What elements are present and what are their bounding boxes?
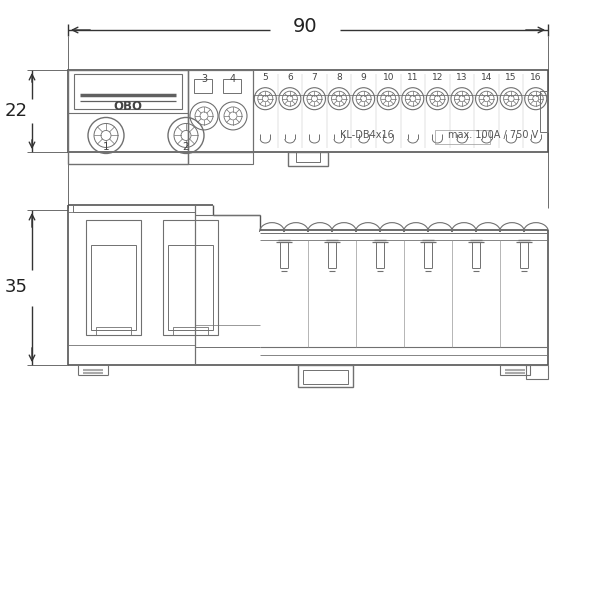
- Text: 1: 1: [103, 142, 109, 152]
- Text: 15: 15: [505, 73, 517, 82]
- Text: 3: 3: [201, 74, 207, 84]
- Bar: [96, 327, 131, 335]
- Text: 2: 2: [182, 142, 190, 152]
- Bar: [298, 365, 353, 387]
- Bar: [173, 327, 208, 335]
- Text: 9: 9: [361, 73, 367, 82]
- Bar: [526, 365, 548, 379]
- Bar: [303, 370, 348, 384]
- Text: 7: 7: [311, 73, 317, 82]
- Text: 35: 35: [5, 278, 28, 296]
- Text: OBO: OBO: [113, 100, 143, 113]
- Bar: [500, 365, 530, 375]
- Text: 16: 16: [530, 73, 541, 82]
- Text: 6: 6: [287, 73, 293, 82]
- Text: 11: 11: [407, 73, 419, 82]
- Text: max. 100A / 750 V: max. 100A / 750 V: [448, 130, 538, 140]
- Bar: [223, 79, 241, 93]
- Text: 12: 12: [431, 73, 443, 82]
- Text: 90: 90: [293, 16, 317, 35]
- Text: KL-DB4x16: KL-DB4x16: [340, 130, 394, 140]
- Bar: [296, 152, 320, 162]
- Text: 4: 4: [230, 74, 236, 84]
- Bar: [194, 79, 212, 93]
- Bar: [91, 245, 136, 330]
- Bar: [435, 130, 490, 144]
- Text: 10: 10: [382, 73, 394, 82]
- Bar: [288, 152, 328, 166]
- Text: 5: 5: [262, 73, 268, 82]
- Bar: [68, 70, 188, 164]
- Bar: [168, 245, 213, 330]
- Bar: [68, 70, 548, 152]
- Text: 8: 8: [336, 73, 342, 82]
- Bar: [163, 220, 218, 335]
- Bar: [540, 91, 548, 131]
- Text: 14: 14: [481, 73, 492, 82]
- Bar: [188, 70, 253, 152]
- Text: 22: 22: [5, 102, 28, 120]
- Text: 13: 13: [456, 73, 468, 82]
- Bar: [86, 220, 141, 335]
- Bar: [74, 74, 182, 109]
- Bar: [188, 152, 253, 164]
